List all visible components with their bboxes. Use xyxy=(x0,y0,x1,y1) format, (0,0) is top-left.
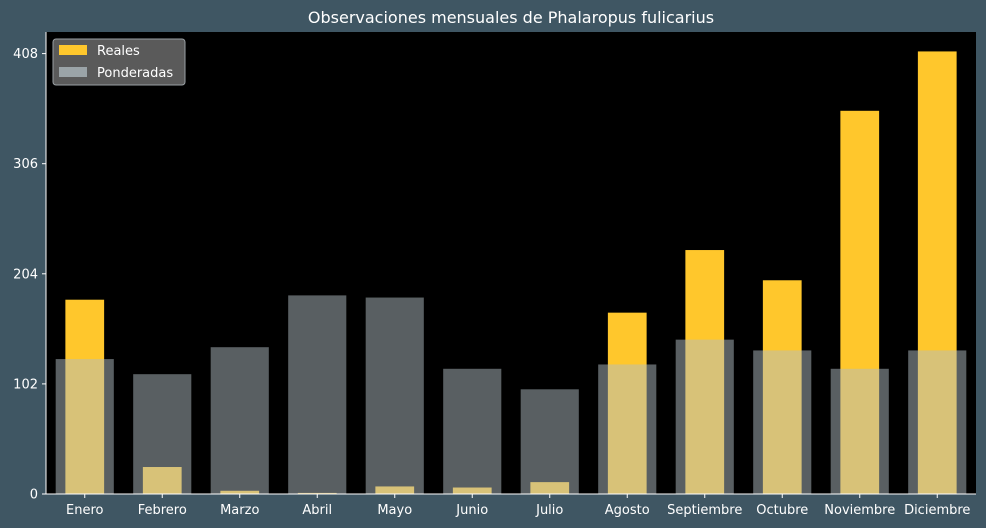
x-axis: Enero Febrero Marzo Abril Mayo Junio Julio Agos… xyxy=(46,493,976,518)
bar-ponderadas-octubre xyxy=(753,350,812,494)
legend: Reales Ponderadas xyxy=(52,38,186,86)
chart-title: Observaciones mensuales de Phalaropus fu… xyxy=(308,8,714,27)
y-tick-label: 102 xyxy=(13,377,38,392)
bar-ponderadas-enero xyxy=(55,359,114,494)
x-tick-label: Junio xyxy=(455,503,488,518)
legend-label-reales: Reales xyxy=(97,44,140,59)
bar-ponderadas-agosto xyxy=(598,364,657,494)
y-tick-label: 204 xyxy=(13,267,38,282)
y-axis: 0 102 204 306 408 xyxy=(13,32,47,503)
x-tick-label: Febrero xyxy=(138,503,187,518)
x-tick-label: Julio xyxy=(535,503,563,518)
bar-ponderadas-abril xyxy=(288,295,347,494)
bar-ponderadas-diciembre xyxy=(908,350,967,494)
x-tick-label: Septiembre xyxy=(667,503,742,518)
legend-label-ponderadas: Ponderadas xyxy=(97,66,173,81)
plot-area xyxy=(46,32,976,494)
x-tick-label: Diciembre xyxy=(904,503,970,518)
weighted-bars xyxy=(55,295,967,494)
bar-ponderadas-mayo xyxy=(365,297,424,494)
y-tick-label: 408 xyxy=(13,47,38,62)
legend-swatch-reales xyxy=(59,45,87,55)
x-tick-label: Agosto xyxy=(605,503,650,518)
x-tick-label: Marzo xyxy=(220,503,259,518)
legend-swatch-ponderadas xyxy=(59,67,87,77)
y-tick-label: 306 xyxy=(13,157,38,172)
bar-ponderadas-febrero xyxy=(133,374,192,494)
x-tick-label: Octubre xyxy=(756,503,808,518)
x-tick-label: Enero xyxy=(66,503,104,518)
bar-ponderadas-julio xyxy=(520,389,579,494)
y-tick-label: 0 xyxy=(30,488,38,503)
bar-ponderadas-junio xyxy=(443,368,502,494)
x-tick-label: Mayo xyxy=(377,503,412,518)
bar-ponderadas-marzo xyxy=(210,347,269,494)
bar-ponderadas-septiembre xyxy=(675,339,734,494)
x-tick-label: Noviembre xyxy=(824,503,895,518)
x-tick-label: Abril xyxy=(302,503,332,518)
bar-ponderadas-noviembre xyxy=(830,368,889,494)
